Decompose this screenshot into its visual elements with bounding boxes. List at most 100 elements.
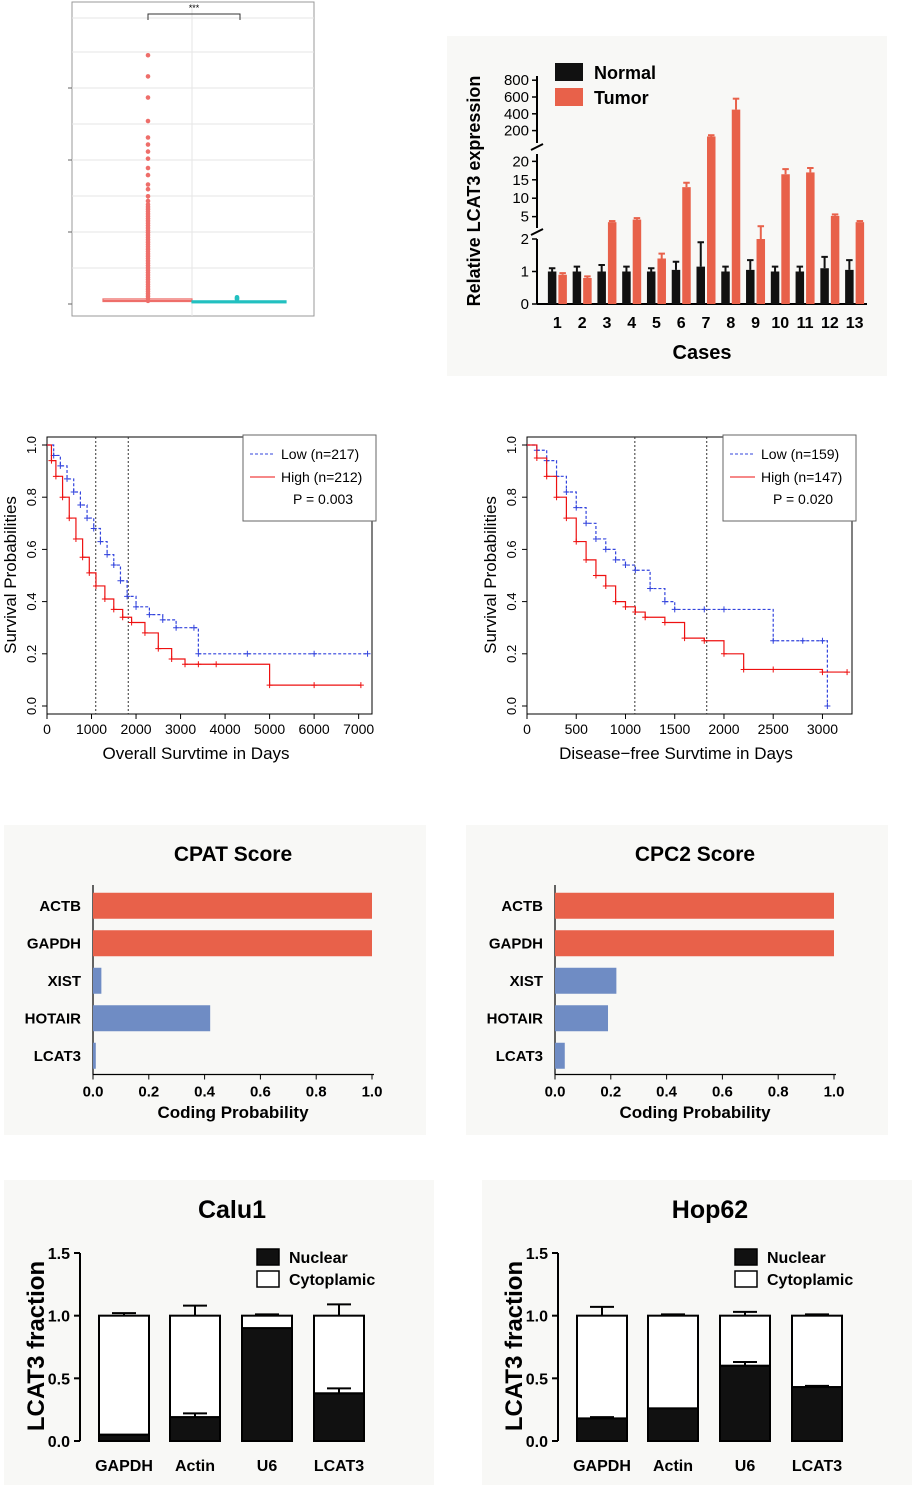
hop62-panel: Hop62 0.0 0.5 1.0 1.5 LCAT3 fraction GAPDH Acti… xyxy=(482,1180,912,1485)
y-tick-label: 20 xyxy=(512,153,529,170)
censor-mark xyxy=(671,606,678,613)
censor-mark xyxy=(364,650,371,657)
bar xyxy=(555,930,834,957)
survival-curve xyxy=(527,444,848,673)
y-tick-label: XIST xyxy=(48,973,81,990)
censor-mark xyxy=(819,669,826,676)
censor-mark xyxy=(133,603,140,610)
x-tick-label: 12 xyxy=(821,315,839,332)
x-tick-label: 2000 xyxy=(708,721,739,737)
x-tick-label: LCAT3 xyxy=(792,1458,842,1475)
censor-mark xyxy=(770,637,777,644)
legend-swatch xyxy=(256,1248,280,1266)
y-tick-label: 600 xyxy=(504,89,529,106)
censor-mark xyxy=(701,637,708,644)
bar xyxy=(622,271,631,304)
x-tick-label: 0.2 xyxy=(138,1084,159,1101)
bar xyxy=(707,136,716,304)
censor-mark xyxy=(770,666,777,673)
legend-box xyxy=(722,434,857,522)
calu1-panel: Calu1 0.0 0.5 1.0 1.5 LCAT3 fraction GAPDH Acti… xyxy=(4,1180,434,1485)
y-axis-title: Relative LCAT3 expression xyxy=(464,76,484,307)
y-tick-label: 2 xyxy=(521,231,529,248)
legend-high-label: High (n=212) xyxy=(281,469,362,485)
y-tick-label: 1 xyxy=(521,264,529,281)
censor-mark xyxy=(824,703,831,709)
outlier-point xyxy=(145,95,151,100)
x-tick-label: 11 xyxy=(797,315,814,332)
bar xyxy=(855,222,865,304)
bar-nuclear xyxy=(719,1364,771,1442)
censor-mark xyxy=(612,598,619,605)
legend-swatch xyxy=(734,1270,758,1288)
bar xyxy=(572,271,582,304)
censor-mark xyxy=(52,473,59,480)
x-tick-label: 1.0 xyxy=(362,1084,383,1101)
bar-nuclear xyxy=(647,1407,699,1442)
censor-mark xyxy=(48,457,55,464)
x-tick-label: Actin xyxy=(653,1458,693,1475)
x-tick-label: 3000 xyxy=(165,721,196,737)
cpat-chart: CPAT Score ACTB GAPDH XIST HOTAIR LCAT3 0.0 0.2… xyxy=(25,843,383,1122)
y-tick-label: 0.2 xyxy=(504,645,519,663)
bar-nuclear xyxy=(98,1433,150,1443)
x-tick-label: 0 xyxy=(43,721,51,737)
boxplot-panel: *** xyxy=(68,0,316,318)
outlier-point xyxy=(145,118,151,124)
censor-mark xyxy=(592,535,599,542)
bar xyxy=(731,109,741,304)
x-tick-label: 0.6 xyxy=(712,1084,733,1101)
censor-mark xyxy=(583,556,590,563)
y-tick-label: 800 xyxy=(504,72,529,89)
bar xyxy=(555,892,834,919)
x-tick-label: 1000 xyxy=(76,721,107,737)
y-tick-label: 15 xyxy=(512,172,529,189)
censor-mark xyxy=(72,535,79,542)
censor-mark xyxy=(602,582,609,589)
y-tick-label: GAPDH xyxy=(27,935,81,952)
y-tick-label: 10 xyxy=(512,190,529,207)
outlier-point xyxy=(145,149,151,154)
bar xyxy=(845,269,854,304)
legend-low-label: Low (n=159) xyxy=(761,446,839,462)
bar xyxy=(746,269,755,304)
y-tick-label: ACTB xyxy=(39,898,81,915)
y-tick-label: 0.6 xyxy=(504,540,519,558)
significance-bracket xyxy=(147,13,241,20)
bar-cytoplasmic xyxy=(98,1314,150,1436)
x-tick-label: 2500 xyxy=(758,721,789,737)
x-tick-label: 13 xyxy=(846,315,864,332)
bar-nuclear xyxy=(169,1416,221,1442)
km-dfs-chart: 0.0 0.2 0.4 0.6 0.8 1.0 0 500 1000 1500 2000 2500 30… xyxy=(481,434,857,763)
bar xyxy=(583,278,592,304)
bar xyxy=(671,269,681,304)
censor-mark xyxy=(195,661,202,668)
y-tick-label: 0.0 xyxy=(24,697,39,715)
censor-mark xyxy=(213,661,220,668)
x-tick-label: 7 xyxy=(702,315,711,332)
bar xyxy=(682,187,691,304)
legend-label: Tumor xyxy=(594,88,649,108)
censor-mark xyxy=(720,650,727,657)
bar xyxy=(555,1042,565,1069)
x-tick-label: GAPDH xyxy=(573,1458,631,1475)
bar xyxy=(555,967,617,994)
x-axis-title: Coding Probability xyxy=(157,1103,309,1122)
bar xyxy=(93,1042,96,1069)
x-tick-label: LCAT3 xyxy=(314,1458,364,1475)
censor-mark xyxy=(173,624,180,631)
censor-mark xyxy=(740,666,747,673)
bar xyxy=(547,271,557,304)
legend-swatch xyxy=(555,88,583,106)
censor-mark xyxy=(84,515,91,522)
censor-mark xyxy=(155,645,162,652)
y-tick-label: 0.8 xyxy=(24,488,39,506)
censor-mark xyxy=(573,538,580,545)
outlier-point xyxy=(145,142,151,147)
censor-mark xyxy=(553,494,560,501)
censor-mark xyxy=(77,502,84,509)
x-tick-label: U6 xyxy=(735,1458,756,1475)
